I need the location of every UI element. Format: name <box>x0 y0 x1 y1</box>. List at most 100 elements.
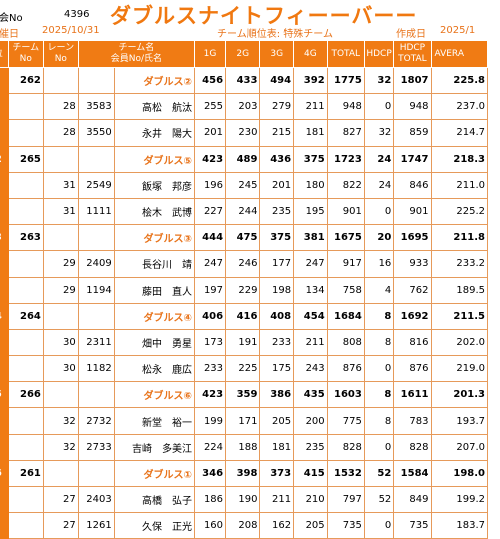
lane-cell: 28 <box>42 119 79 147</box>
hdcp-cell: 32 <box>363 119 395 147</box>
member-row: 32 2733 吉崎 多美江 224 188 181 235 828 0 828 207.0 <box>0 433 488 461</box>
name-cell: 松永 鹿広 <box>113 355 195 383</box>
col-hdcp: HDCP <box>363 40 395 68</box>
total-cell: 1532 <box>326 459 365 488</box>
member-row: 29 2409 長谷川 靖 247 246 177 247 917 16 933 233.2 <box>0 250 488 278</box>
col-total: TOTAL <box>326 40 365 68</box>
game-4-cell: 247 <box>293 250 328 278</box>
game-3-cell: 279 <box>259 93 295 121</box>
rank-cell <box>0 328 9 357</box>
team-no-cell <box>7 250 44 278</box>
rank-cell: 6 <box>0 459 9 488</box>
game-3-cell: 162 <box>259 512 295 539</box>
team-no-cell: 261 <box>7 459 44 488</box>
game-2-cell: 203 <box>225 93 261 121</box>
game-2-cell: 230 <box>225 119 261 147</box>
col-average: AVERA <box>430 40 488 68</box>
team-no-cell: 264 <box>7 302 44 330</box>
total-cell: 1775 <box>326 66 365 95</box>
average-cell: 211.5 <box>430 302 488 330</box>
col-game-2: 2G <box>225 40 261 68</box>
hdcp-cell: 8 <box>363 407 395 435</box>
created-label: 作成日 <box>396 29 426 40</box>
report-header: 会No 4396 ダブルスナイトフィーーバーー 催日 2025/10/31 チー… <box>0 0 500 40</box>
total-cell: 876 <box>326 355 365 383</box>
team-no-cell: 262 <box>7 66 44 95</box>
hdcp-cell: 0 <box>363 433 395 461</box>
report-title: ダブルスナイトフィーーバーー <box>110 4 418 28</box>
rank-cell: 2 <box>0 145 9 173</box>
game-2-cell: 191 <box>225 328 261 357</box>
game-2-cell: 188 <box>225 433 261 461</box>
lane-cell: 32 <box>42 433 79 461</box>
game-4-cell: 200 <box>293 407 328 435</box>
average-cell: 183.7 <box>430 512 488 539</box>
game-1-cell: 406 <box>193 302 227 330</box>
game-1-cell: 173 <box>193 328 227 357</box>
name-cell: 永井 陽大 <box>113 119 195 147</box>
average-cell: 225.8 <box>430 66 488 95</box>
member-no-cell <box>77 381 115 409</box>
member-no-cell <box>77 224 115 252</box>
col-game-1: 1G <box>193 40 227 68</box>
game-4-cell: 392 <box>293 66 328 95</box>
hdcp-cell: 52 <box>363 459 395 488</box>
total-cell: 735 <box>326 512 365 539</box>
hdcp-cell: 0 <box>363 93 395 121</box>
date-label: 催日 <box>0 29 19 40</box>
member-no-cell: 2733 <box>77 433 115 461</box>
game-1-cell: 199 <box>193 407 227 435</box>
total-cell: 1684 <box>326 302 365 330</box>
game-2-cell: 171 <box>225 407 261 435</box>
hdcp-total-cell: 1695 <box>393 224 432 252</box>
game-3-cell: 375 <box>259 224 295 252</box>
total-cell: 901 <box>326 197 365 226</box>
member-no-cell: 2549 <box>77 171 115 199</box>
average-cell: 202.0 <box>430 328 488 357</box>
total-cell: 827 <box>326 119 365 147</box>
member-row: 30 1182 松永 鹿広 233 225 175 243 876 0 876 219.0 <box>0 355 488 383</box>
member-no-cell: 2732 <box>77 407 115 435</box>
member-no-cell: 1182 <box>77 355 115 383</box>
member-row: 29 1194 藤田 直人 197 229 198 134 758 4 762 189.5 <box>0 276 488 304</box>
member-no-cell <box>77 302 115 330</box>
game-2-cell: 244 <box>225 197 261 226</box>
game-3-cell: 408 <box>259 302 295 330</box>
hdcp-cell: 0 <box>363 512 395 539</box>
hdcp-cell: 8 <box>363 381 395 409</box>
rank-cell <box>0 276 9 304</box>
average-cell: 225.2 <box>430 197 488 226</box>
game-2-cell: 398 <box>225 459 261 488</box>
lane-cell <box>42 66 79 95</box>
game-1-cell: 247 <box>193 250 227 278</box>
member-no-cell <box>77 459 115 488</box>
ranking-type: チーム順位表: 特殊チーム <box>217 29 333 40</box>
member-no-cell: 1261 <box>77 512 115 539</box>
game-3-cell: 494 <box>259 66 295 95</box>
game-2-cell: 245 <box>225 171 261 199</box>
team-no-cell <box>7 355 44 383</box>
game-1-cell: 423 <box>193 145 227 173</box>
col-name: チーム名 会員No/氏名 <box>77 40 195 68</box>
team-no-cell <box>7 276 44 304</box>
lane-cell: 30 <box>42 355 79 383</box>
col-game-3: 3G <box>259 40 295 68</box>
team-no-cell <box>7 512 44 539</box>
lane-cell: 30 <box>42 328 79 357</box>
team-no-cell: 265 <box>7 145 44 173</box>
game-2-cell: 225 <box>225 355 261 383</box>
col-lane-no: レーン No <box>42 40 79 68</box>
game-3-cell: 215 <box>259 119 295 147</box>
col-rank: 位 <box>0 40 9 68</box>
average-cell: 237.0 <box>430 93 488 121</box>
member-no-cell <box>77 145 115 173</box>
game-1-cell: 444 <box>193 224 227 252</box>
team-no-cell <box>7 433 44 461</box>
total-cell: 1603 <box>326 381 365 409</box>
name-cell: 新堂 裕一 <box>113 407 195 435</box>
col-team-no: チーム No <box>7 40 44 68</box>
rank-cell <box>0 66 9 95</box>
